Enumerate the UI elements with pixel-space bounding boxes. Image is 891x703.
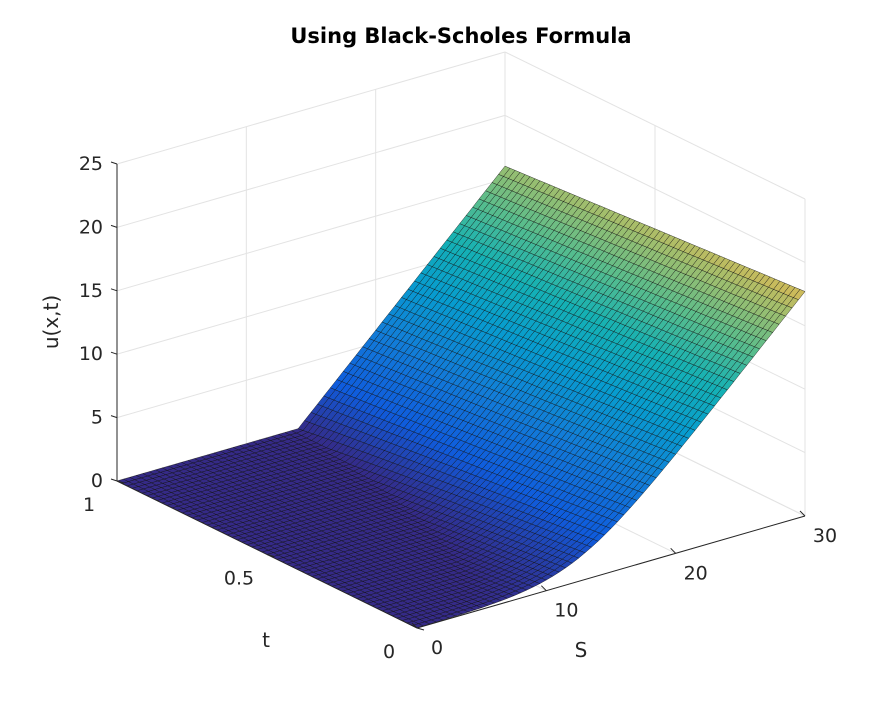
z-tick-label: 15 bbox=[79, 280, 103, 302]
x-tick-label: 30 bbox=[813, 525, 837, 547]
z-tick-label: 5 bbox=[91, 407, 103, 429]
x-tick-label: 20 bbox=[684, 562, 708, 584]
z-tick bbox=[110, 415, 118, 419]
y-tick bbox=[416, 627, 425, 631]
y-tick-label: 0.5 bbox=[224, 568, 254, 590]
z-tick-label: 0 bbox=[91, 470, 103, 492]
z-tick bbox=[110, 161, 118, 165]
z-tick-label: 25 bbox=[79, 153, 103, 175]
grid-line-z bbox=[116, 178, 506, 292]
z-axis-label: u(x,t) bbox=[39, 295, 63, 349]
z-tick bbox=[110, 351, 118, 355]
z-tick-label: 10 bbox=[79, 343, 103, 365]
x-axis-label: S bbox=[575, 638, 588, 662]
z-tick bbox=[110, 224, 118, 228]
grid-line-z bbox=[116, 114, 506, 228]
z-tick bbox=[110, 288, 118, 292]
x-tick-label: 10 bbox=[554, 600, 578, 622]
z-tick-label: 20 bbox=[79, 216, 103, 238]
y-axis-label: t bbox=[262, 628, 270, 652]
y-tick-label: 1 bbox=[83, 494, 95, 516]
x-tick-label: 0 bbox=[431, 637, 443, 659]
z-tick bbox=[110, 478, 118, 482]
surface bbox=[116, 165, 806, 629]
y-tick-label: 0 bbox=[383, 641, 395, 663]
grid-line-z bbox=[116, 51, 506, 165]
chart-title: Using Black-Scholes Formula bbox=[290, 24, 631, 48]
